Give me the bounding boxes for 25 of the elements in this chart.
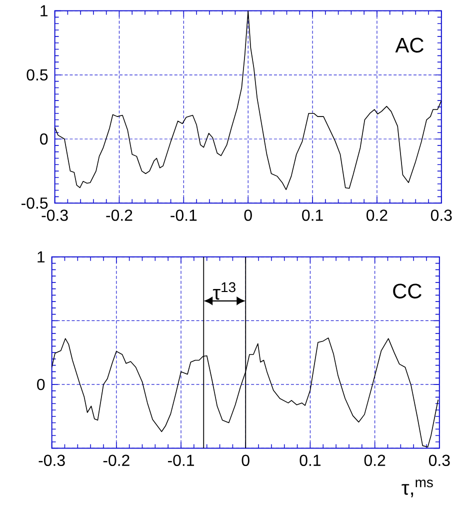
line-series: [54, 10, 442, 190]
x-tick-label: -0.1: [168, 454, 194, 466]
x-tick-label: -0.3: [38, 454, 65, 466]
y-tick-label: 1: [40, 5, 48, 16]
y-tick-label: 0.5: [26, 69, 48, 81]
annotation: τ$^{13}$: [213, 282, 236, 300]
x-tick-label: 0.3: [431, 210, 452, 221]
text: CC: [393, 284, 422, 299]
y-tick-label: 0: [40, 133, 48, 145]
y-tick-label: 0: [37, 378, 45, 390]
y-tick-label: -0.5: [22, 197, 48, 209]
x-tick-label: 0.1: [302, 210, 323, 221]
x-tick-label: -0.2: [103, 454, 130, 466]
x-tick-label: 0.3: [429, 454, 450, 466]
x-tick-label: 0.1: [300, 454, 321, 466]
x-tick-label: 0: [242, 454, 250, 466]
x-tick-label: 0: [244, 210, 252, 221]
text: AC: [395, 38, 424, 53]
y-tick-label: 1: [38, 251, 45, 262]
x-tick-label: 0.2: [366, 210, 388, 221]
x-tick-label: -0.2: [106, 210, 132, 221]
x-tick-label: 0.2: [364, 454, 386, 466]
x-tick-label: -0.1: [170, 210, 197, 221]
x-tick-label: -0.3: [42, 210, 68, 221]
x-axis-title: τ,$^{ms}$: [402, 480, 433, 498]
